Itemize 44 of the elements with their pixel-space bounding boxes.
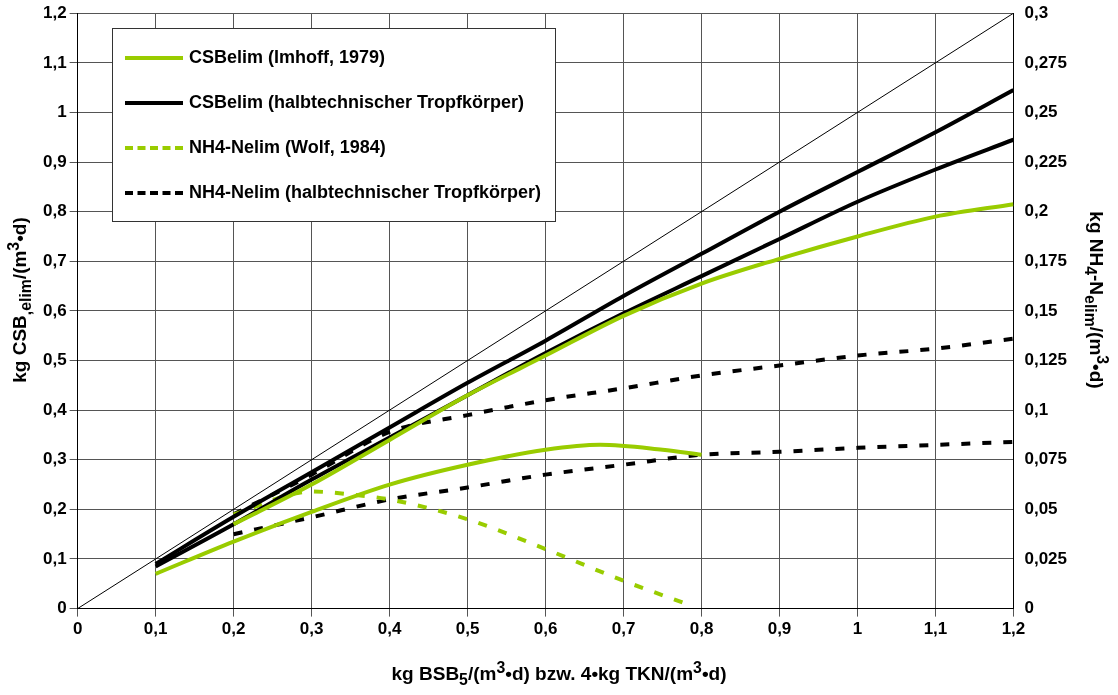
y-tick-label: 0,3 [42,449,67,469]
y2-tick-label: 0,15 [1024,300,1058,320]
y2-tick-label: 0,275 [1024,52,1068,72]
y-tick-label: 1,2 [42,2,67,22]
x-tick-label: 0,9 [767,619,792,639]
x-tick-label: 0,7 [611,619,636,639]
x-tick-label: 0,6 [533,619,558,639]
y-tick-label: 0,6 [42,300,67,320]
y-tick-label: 0,5 [42,350,67,370]
y-tick-label: 1,1 [42,52,67,72]
x-tick-label: 0,3 [299,619,324,639]
y2-tick-label: 0,225 [1024,151,1068,171]
x-tick-label: 1 [852,619,863,639]
y-tick-label: 0 [57,598,67,618]
y-tick-label: 0,7 [42,250,67,270]
y2-tick-label: 0 [1024,598,1034,618]
y2-tick-label: 0,25 [1024,102,1058,122]
x-tick-label: 0,1 [143,619,168,639]
y2-tick-label: 0,075 [1024,449,1068,469]
y-tick-label: 0,1 [42,548,67,568]
legend-label: NH4-Nelim (Wolf, 1984) [189,137,386,158]
legend-label: NH4-Nelim (halbtechnischer Tropfkörper) [189,182,542,203]
x-tick-label: 1,1 [923,619,948,639]
x-tick-label: 0,2 [221,619,246,639]
y2-tick-label: 0,125 [1024,350,1068,370]
y2-tick-label: 0,2 [1024,201,1049,221]
y2-tick-label: 0,175 [1024,250,1068,270]
y-tick-label: 1 [57,102,67,122]
y2-tick-label: 0,1 [1024,399,1049,419]
legend-label: CSBelim (halbtechnischer Tropfkörper) [189,92,525,113]
legend-label: CSBelim (Imhoff, 1979) [189,47,386,68]
y-tick-label: 0,2 [42,499,67,519]
x-tick-label: 0,5 [455,619,480,639]
y-tick-label: 0,9 [42,151,67,171]
x-tick-label: 0 [72,619,83,639]
x-tick-label: 0,4 [377,619,402,639]
x-axis-title: kg BSB$_{5}$/(m$^{3}$•d) bzw. 4•kg TKN/(m$^{3}$•d) [390,658,728,689]
y-tick-label: 0,4 [42,399,68,419]
y2-tick-label: 0,05 [1024,499,1058,519]
x-tick-label: 1,2 [1001,619,1026,639]
y-tick-label: 0,8 [42,201,67,221]
y2-tick-label: 0,025 [1024,548,1068,568]
x-tick-label: 0,8 [689,619,714,639]
y2-tick-label: 0,3 [1024,2,1049,22]
